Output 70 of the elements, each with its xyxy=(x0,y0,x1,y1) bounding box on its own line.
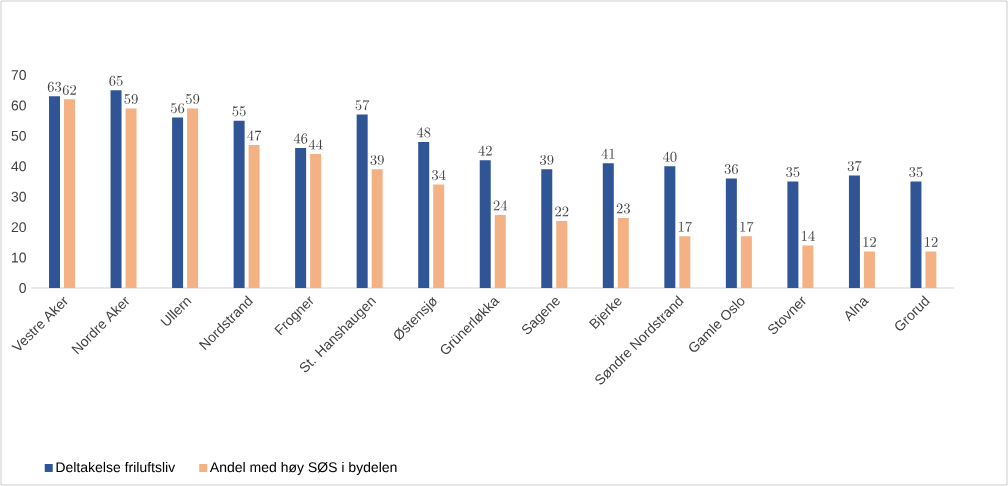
y-tick-label: 30 xyxy=(11,191,26,202)
data-label: 46 xyxy=(293,133,308,144)
bar xyxy=(371,169,383,288)
bar xyxy=(49,96,61,288)
data-label: 63 xyxy=(47,81,62,92)
bar xyxy=(356,114,368,288)
bar xyxy=(925,251,937,288)
data-label: 42 xyxy=(478,145,492,156)
y-tick-label: 20 xyxy=(11,222,26,233)
data-label: 37 xyxy=(847,160,862,172)
data-label: 36 xyxy=(724,164,739,175)
bar xyxy=(479,160,491,288)
bar xyxy=(295,148,307,288)
legend-label: Andel med høy SØS i bydelen xyxy=(209,461,397,475)
bar xyxy=(725,178,737,288)
bar xyxy=(787,181,799,288)
data-label: 22 xyxy=(555,206,569,217)
bar xyxy=(556,221,568,288)
data-label: 12 xyxy=(863,237,876,247)
bar xyxy=(172,117,184,288)
bar xyxy=(233,120,245,288)
data-label: 17 xyxy=(678,221,692,232)
bar xyxy=(541,169,553,288)
bar xyxy=(802,245,814,288)
data-label: 39 xyxy=(370,154,384,165)
bar xyxy=(494,214,506,288)
data-label: 55 xyxy=(232,106,246,117)
data-label: 24 xyxy=(493,200,508,211)
bar xyxy=(433,184,445,288)
data-label: 40 xyxy=(662,151,677,162)
y-tick-label: 10 xyxy=(12,252,26,263)
bar xyxy=(248,144,260,288)
bar xyxy=(740,236,752,288)
data-label: 65 xyxy=(109,75,123,86)
bar xyxy=(679,236,691,288)
data-label: 59 xyxy=(124,94,138,105)
bar xyxy=(125,108,137,288)
y-tick-label: 60 xyxy=(11,100,26,111)
data-label: 48 xyxy=(416,127,431,138)
data-label: 35 xyxy=(909,167,923,178)
y-tick-label: 0 xyxy=(19,283,26,293)
bar xyxy=(910,181,922,288)
bar xyxy=(187,108,199,288)
data-label: 23 xyxy=(616,203,630,214)
data-label: 39 xyxy=(540,154,554,165)
bar xyxy=(617,218,629,288)
data-label: 41 xyxy=(601,148,615,159)
bar xyxy=(418,141,430,288)
y-tick-label: 50 xyxy=(11,130,26,141)
bar xyxy=(310,154,322,288)
data-label: 59 xyxy=(186,94,200,105)
data-label: 62 xyxy=(62,84,77,95)
data-label: 44 xyxy=(308,139,323,150)
bar xyxy=(664,166,676,288)
bar xyxy=(602,163,614,288)
bar xyxy=(863,251,875,288)
data-label: 47 xyxy=(247,130,262,141)
bar xyxy=(110,90,122,288)
data-label: 34 xyxy=(432,169,446,181)
bar xyxy=(64,99,76,288)
data-label: 57 xyxy=(355,99,370,111)
data-label: 12 xyxy=(924,237,938,247)
legend-label: Deltakelse friluftsliv xyxy=(56,461,176,473)
data-label: 17 xyxy=(740,221,754,232)
data-label: 56 xyxy=(171,103,185,114)
bar xyxy=(848,175,860,288)
data-label: 35 xyxy=(786,167,800,178)
y-tick-label: 70 xyxy=(11,70,26,80)
data-label: 14 xyxy=(801,230,815,241)
y-tick-label: 40 xyxy=(11,161,26,172)
